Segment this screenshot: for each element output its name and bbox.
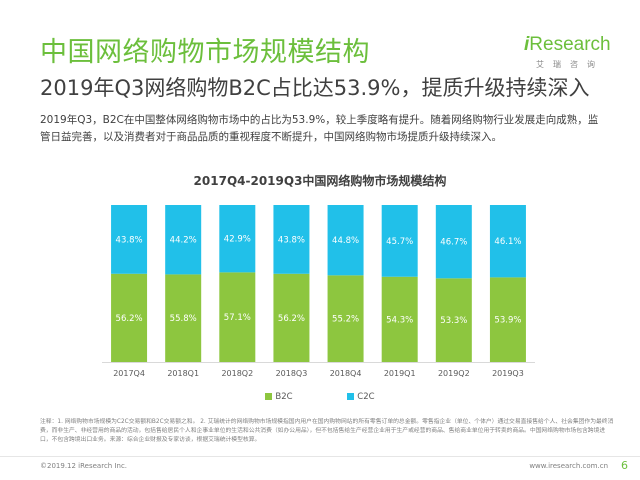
legend-item-b2c: B2C xyxy=(265,392,293,402)
footer-website: www.iresearch.com.cn xyxy=(529,462,608,470)
bar-b2c-2019Q1 xyxy=(381,276,418,362)
data-label-c2c-2019Q1: 45.7% xyxy=(386,237,413,247)
page-title: 中国网络购物市场规模结构 xyxy=(40,37,370,68)
x-tick-label-2018Q3: 2018Q3 xyxy=(276,369,308,378)
data-label-c2c-2019Q2: 46.7% xyxy=(440,238,467,248)
footnote: 注释：1. 网络购物市场规模为C2C交易额和B2C交易额之和。 2. 艾瑞统计的… xyxy=(40,419,614,443)
data-label-b2c-2018Q2: 57.1% xyxy=(224,313,251,323)
data-label-b2c-2018Q4: 55.2% xyxy=(332,315,359,325)
data-label-b2c-2017Q4: 56.2% xyxy=(116,314,143,324)
data-label-b2c-2018Q1: 55.8% xyxy=(170,314,197,324)
bar-b2c-2019Q3 xyxy=(489,277,526,362)
data-label-c2c-2017Q4: 43.8% xyxy=(116,235,143,245)
legend-label-b2c: B2C xyxy=(275,392,293,402)
data-label-b2c-2019Q3: 53.9% xyxy=(494,316,521,326)
x-tick-label-2019Q3: 2019Q3 xyxy=(492,369,524,378)
footer-divider xyxy=(0,456,640,457)
chart-title: 2017Q4-2019Q3中国网络购物市场规模结构 xyxy=(193,174,447,188)
page-number: 6 xyxy=(621,459,628,472)
data-label-c2c-2019Q3: 46.1% xyxy=(494,237,521,247)
chart-legend: B2C C2C xyxy=(0,392,640,402)
bar-c2c-2018Q2 xyxy=(219,205,256,273)
legend-swatch-c2c xyxy=(347,393,355,400)
bar-c2c-2019Q3 xyxy=(489,205,526,278)
bar-c2c-2018Q1 xyxy=(165,205,202,275)
footer-copyright: ©2019.12 iResearch Inc. xyxy=(40,462,128,470)
bar-b2c-2018Q1 xyxy=(165,274,202,362)
x-tick-label-2018Q4: 2018Q4 xyxy=(330,369,362,378)
x-tick-label-2019Q2: 2019Q2 xyxy=(438,369,470,378)
legend-label-c2c: C2C xyxy=(357,392,375,402)
bar-c2c-2017Q4 xyxy=(111,205,148,274)
summary-paragraph: 2019年Q3，B2C在中国整体网络购物市场中的占比为53.9%，较上季度略有提… xyxy=(40,114,599,143)
bar-b2c-2018Q2 xyxy=(219,272,256,362)
bar-c2c-2019Q1 xyxy=(381,205,418,277)
legend-swatch-b2c xyxy=(265,393,273,400)
x-tick-label-2018Q2: 2018Q2 xyxy=(221,369,253,378)
data-label-b2c-2019Q2: 53.3% xyxy=(440,316,467,326)
x-tick-label-2019Q1: 2019Q1 xyxy=(384,369,416,378)
data-label-c2c-2018Q4: 44.8% xyxy=(332,236,359,246)
logo-wordmark: iResearch xyxy=(524,34,611,55)
data-label-b2c-2019Q1: 54.3% xyxy=(386,315,413,325)
x-tick-label-2017Q4: 2017Q4 xyxy=(113,369,145,378)
bar-c2c-2019Q2 xyxy=(435,205,472,279)
iresearch-logo: iResearch 艾瑞咨询 xyxy=(524,34,614,76)
page-subtitle: 2019年Q3网络购物B2C占比达53.9%，提质升级持续深入 xyxy=(40,76,590,100)
data-label-c2c-2018Q1: 44.2% xyxy=(170,236,197,246)
logo-chinese-name: 艾瑞咨询 xyxy=(536,60,604,69)
data-label-c2c-2018Q3: 43.8% xyxy=(278,235,305,245)
bar-b2c-2017Q4 xyxy=(111,273,148,362)
bar-b2c-2019Q2 xyxy=(435,278,472,362)
x-tick-label-2018Q1: 2018Q1 xyxy=(167,369,199,378)
bar-c2c-2018Q3 xyxy=(273,205,310,274)
bar-c2c-2018Q4 xyxy=(327,205,364,276)
bar-b2c-2018Q3 xyxy=(273,273,310,362)
data-label-c2c-2018Q2: 42.9% xyxy=(224,235,251,245)
legend-item-c2c: C2C xyxy=(347,392,375,402)
bar-b2c-2018Q4 xyxy=(327,275,364,362)
data-label-b2c-2018Q3: 56.2% xyxy=(278,314,305,324)
